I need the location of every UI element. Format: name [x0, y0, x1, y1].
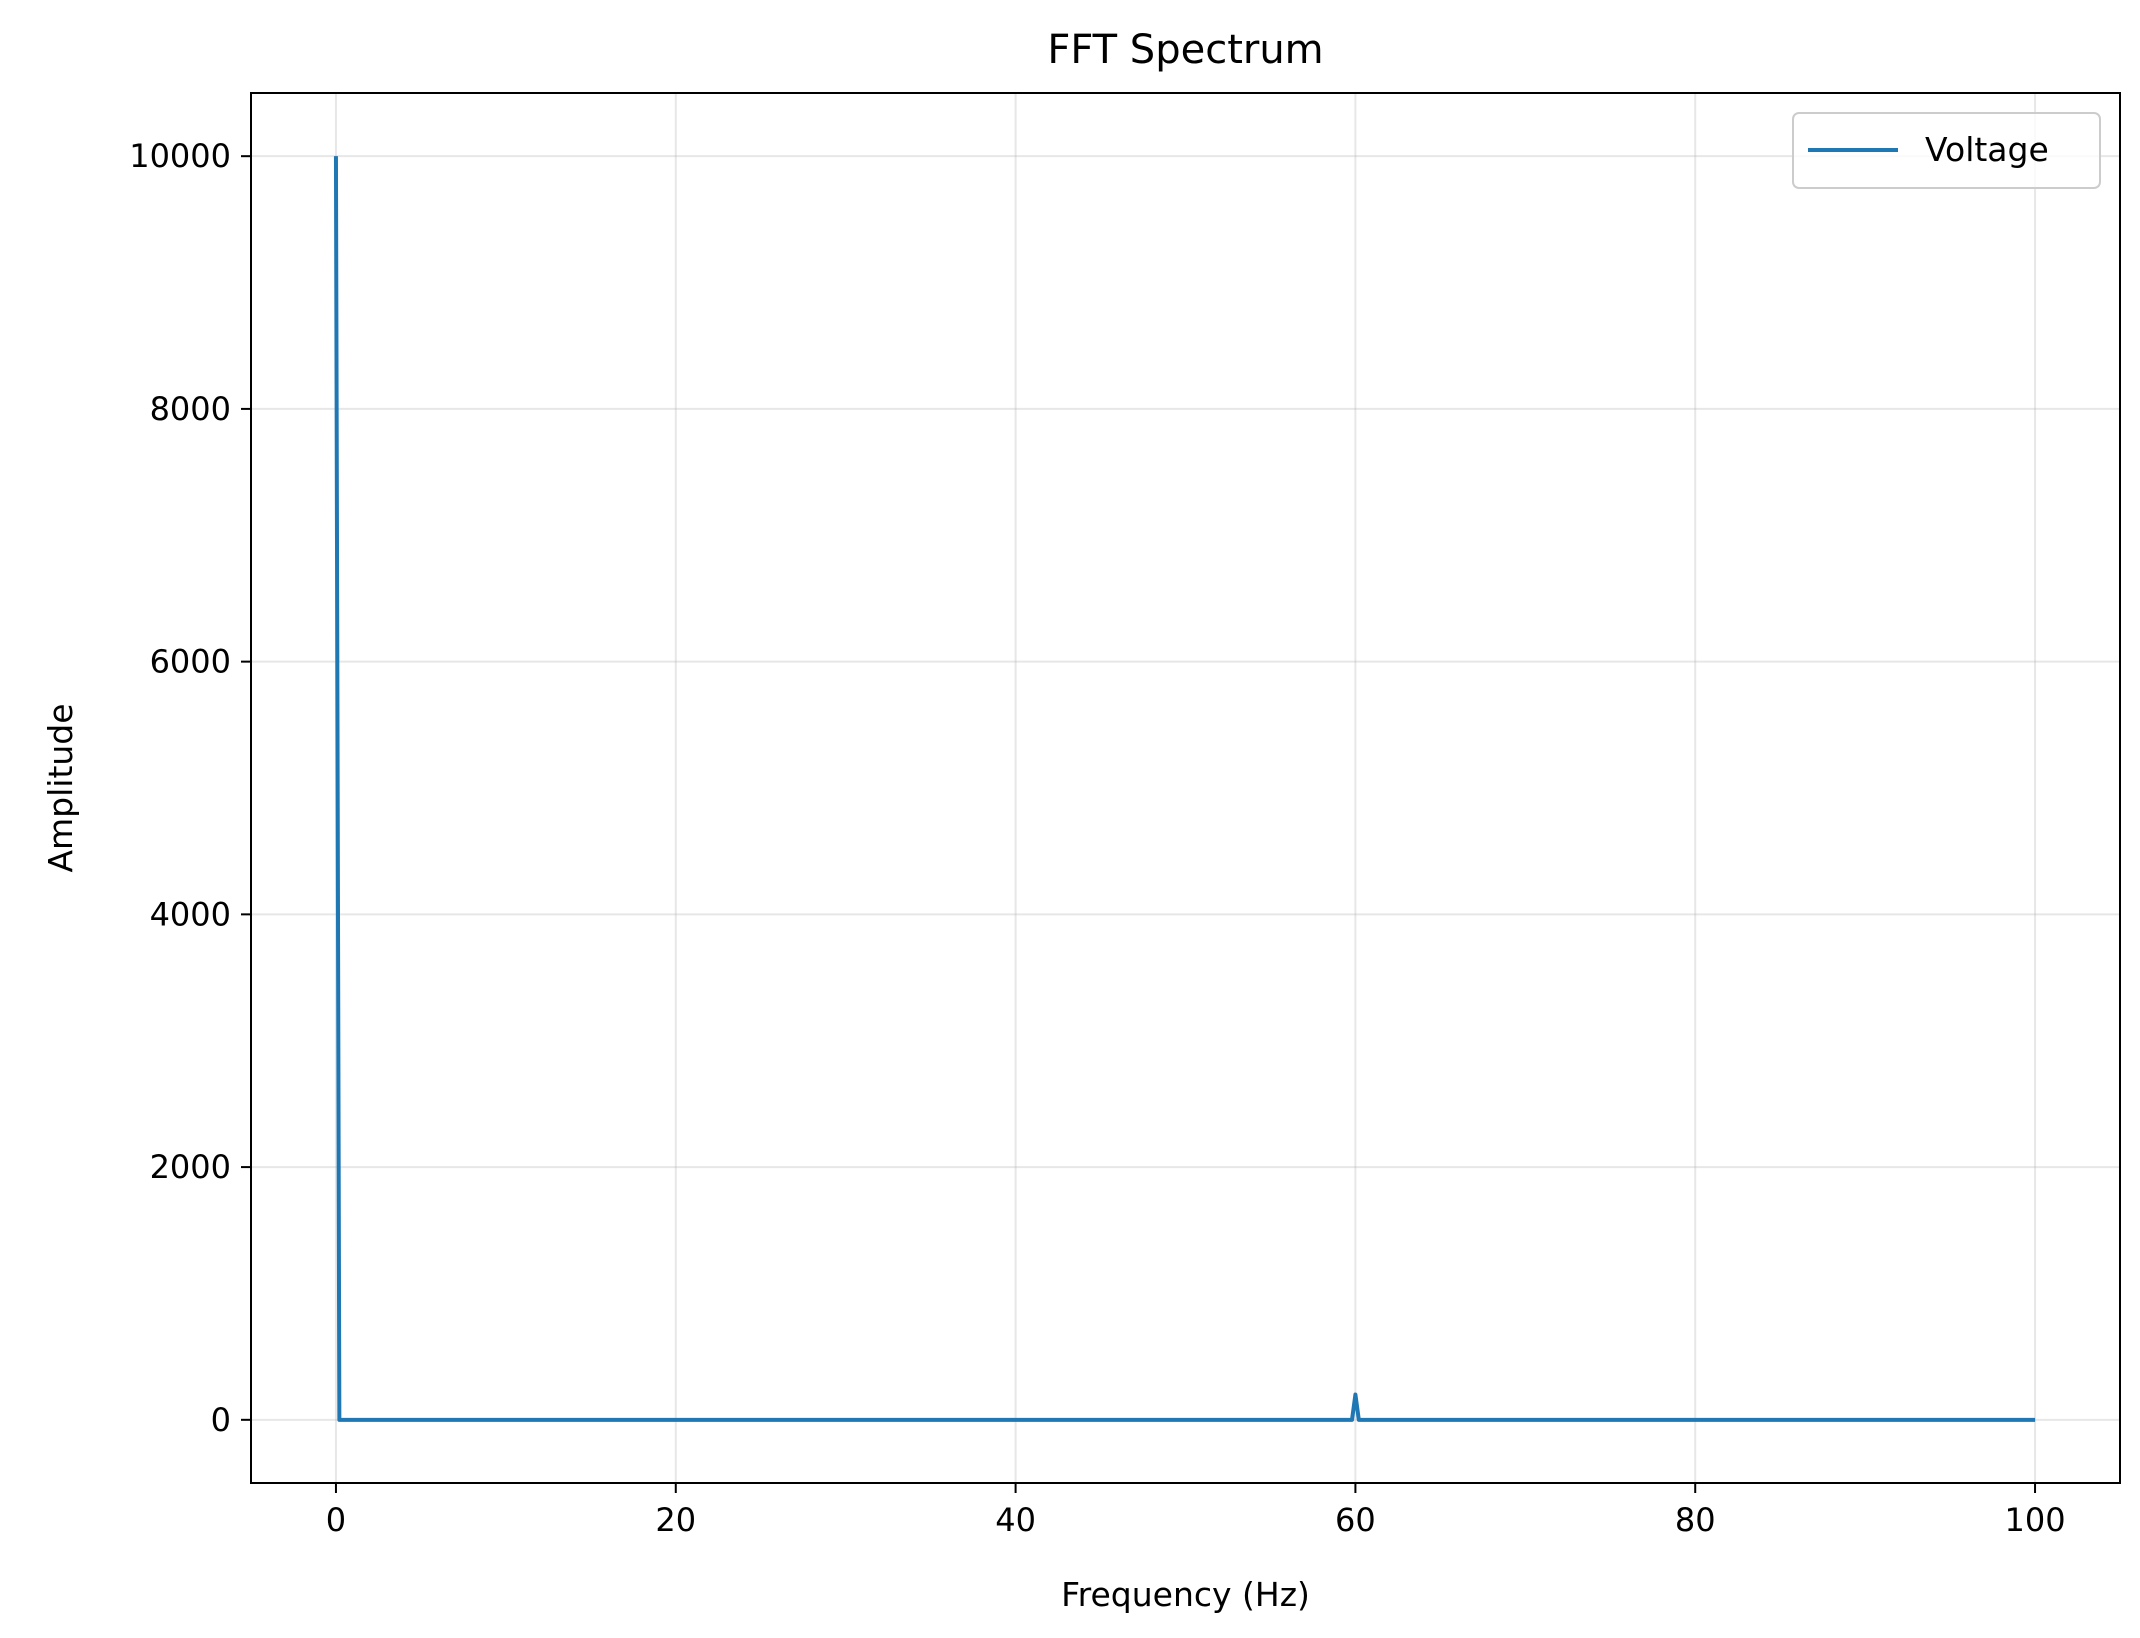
y-axis-label: Amplitude — [41, 703, 80, 872]
x-tick-label: 80 — [1675, 1501, 1716, 1539]
y-tick-label: 4000 — [150, 895, 231, 933]
x-axis-ticks: 0 20 40 60 80 100 — [326, 1483, 2066, 1539]
legend: Voltage — [1792, 112, 2101, 189]
x-tick-label: 20 — [655, 1501, 696, 1539]
y-tick-label: 2000 — [150, 1148, 231, 1186]
x-tick-label: 40 — [995, 1501, 1036, 1539]
x-tick-label: 60 — [1335, 1501, 1376, 1539]
legend-label-voltage: Voltage — [1925, 130, 2049, 169]
y-tick-label: 8000 — [150, 390, 231, 428]
x-axis-label: Frequency (Hz) — [1061, 1575, 1310, 1614]
x-tick-label: 0 — [326, 1501, 346, 1539]
y-tick-label: 0 — [211, 1401, 231, 1439]
plot-area-frame — [250, 92, 2121, 1484]
y-tick-label: 10000 — [129, 137, 231, 175]
x-tick-label: 100 — [2005, 1501, 2066, 1539]
series-line-voltage — [333, 156, 2036, 1422]
y-axis-ticks: 0 2000 4000 6000 8000 10000 — [129, 137, 251, 1439]
y-tick-label: 6000 — [150, 643, 231, 681]
series-lines — [333, 156, 2036, 1422]
legend-box — [1792, 112, 2101, 189]
chart-title: FFT Spectrum — [1047, 27, 1323, 73]
